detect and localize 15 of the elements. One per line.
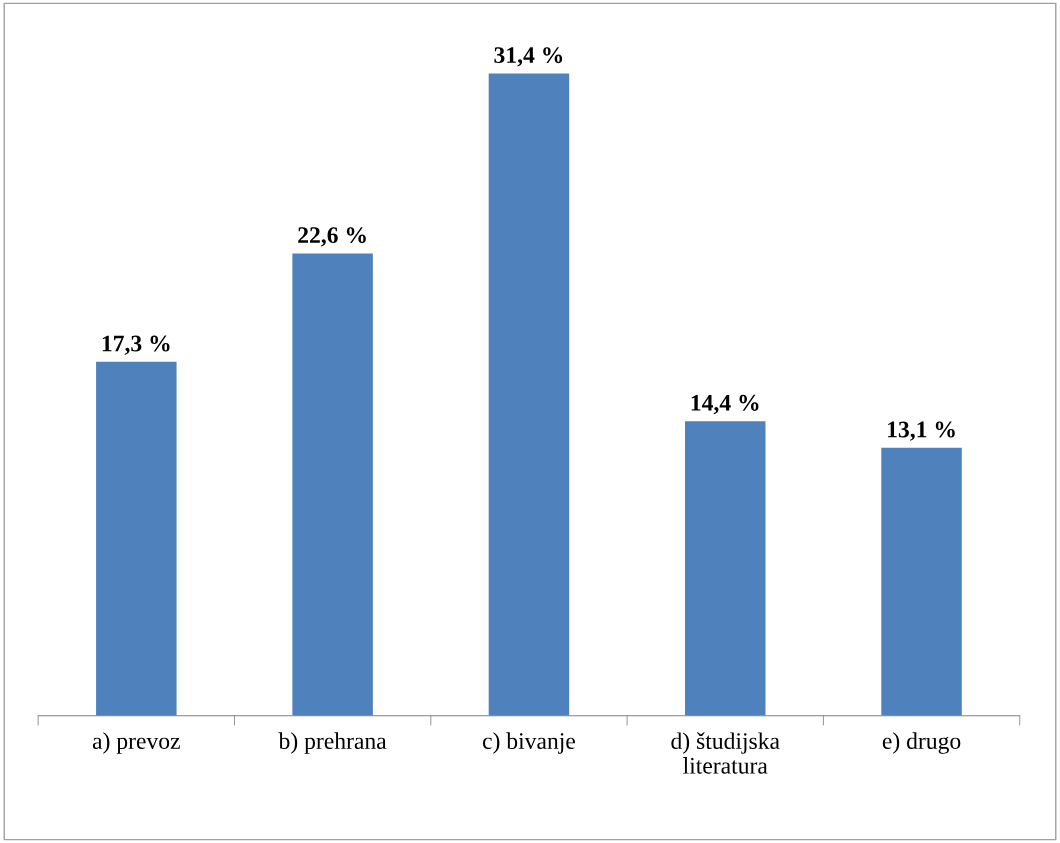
x-tick-label: c) bivanje [482, 732, 575, 754]
x-tick-label: b) prehrana [278, 732, 387, 754]
x-tick-label: e) drugo [882, 732, 961, 754]
x-tick-label: a) prevoz [92, 732, 180, 754]
bar [488, 73, 570, 716]
bar [881, 447, 962, 716]
data-label: 17,3 % [102, 335, 170, 355]
data-label: 31,4 % [494, 47, 563, 67]
bar [292, 253, 373, 716]
x-tick-label: d) študijska literatura [671, 732, 780, 774]
bar [685, 421, 766, 716]
bar [96, 361, 177, 716]
data-label: 13,1 % [888, 421, 955, 441]
data-label: 22,6 % [298, 227, 366, 247]
data-label: 14,4 % [691, 394, 759, 415]
